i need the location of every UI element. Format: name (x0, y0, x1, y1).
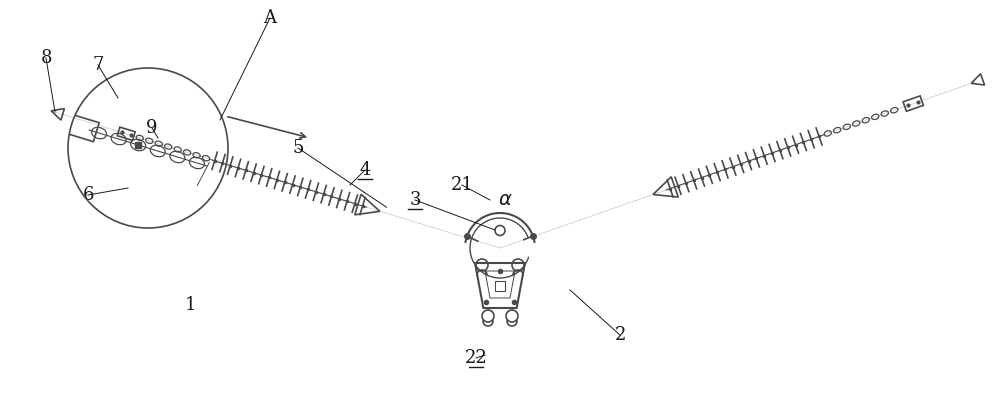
Text: 1: 1 (184, 296, 196, 314)
Text: 4: 4 (359, 161, 371, 179)
Text: 22: 22 (465, 349, 487, 367)
Text: 6: 6 (82, 186, 94, 204)
Text: 21: 21 (451, 176, 473, 194)
Text: $\alpha$: $\alpha$ (498, 191, 512, 209)
Text: 3: 3 (409, 191, 421, 209)
Text: 2: 2 (614, 326, 626, 344)
Text: 9: 9 (146, 119, 158, 137)
Text: 7: 7 (92, 56, 104, 74)
Text: 8: 8 (40, 49, 52, 67)
Text: 5: 5 (292, 139, 304, 157)
Bar (495, 281, 505, 291)
Text: A: A (264, 9, 277, 27)
